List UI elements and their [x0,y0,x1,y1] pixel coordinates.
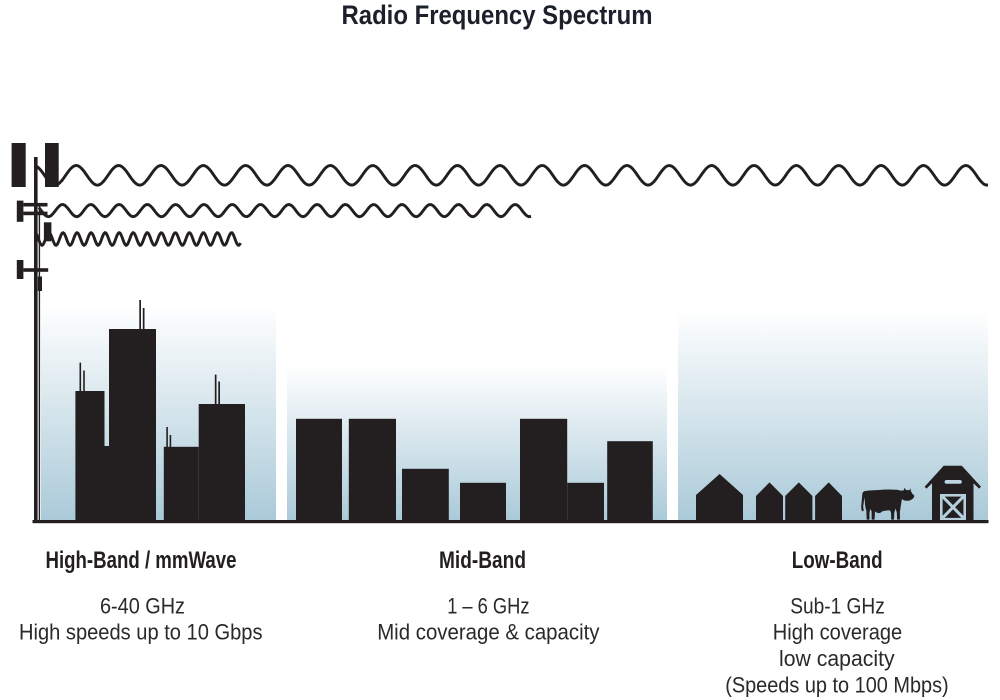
svg-text:Sub-1 GHz: Sub-1 GHz [790,593,885,618]
svg-text:Mid-Band: Mid-Band [439,547,526,574]
svg-text:High speeds up to 10 Gbps: High speeds up to 10 Gbps [19,619,263,644]
svg-text:(Speeds up to 100 Mbps): (Speeds up to 100 Mbps) [725,672,949,697]
svg-text:low capacity: low capacity [779,646,895,671]
svg-text:Mid coverage & capacity: Mid coverage & capacity [377,619,599,644]
svg-text:6-40 GHz: 6-40 GHz [100,593,185,618]
svg-text:Low-Band: Low-Band [792,547,883,574]
svg-text:1 – 6 GHz: 1 – 6 GHz [447,593,529,618]
svg-text:High-Band / mmWave: High-Band / mmWave [46,547,237,574]
svg-text:High coverage: High coverage [773,619,902,644]
svg-text:Radio Frequency Spectrum: Radio Frequency Spectrum [342,0,653,30]
